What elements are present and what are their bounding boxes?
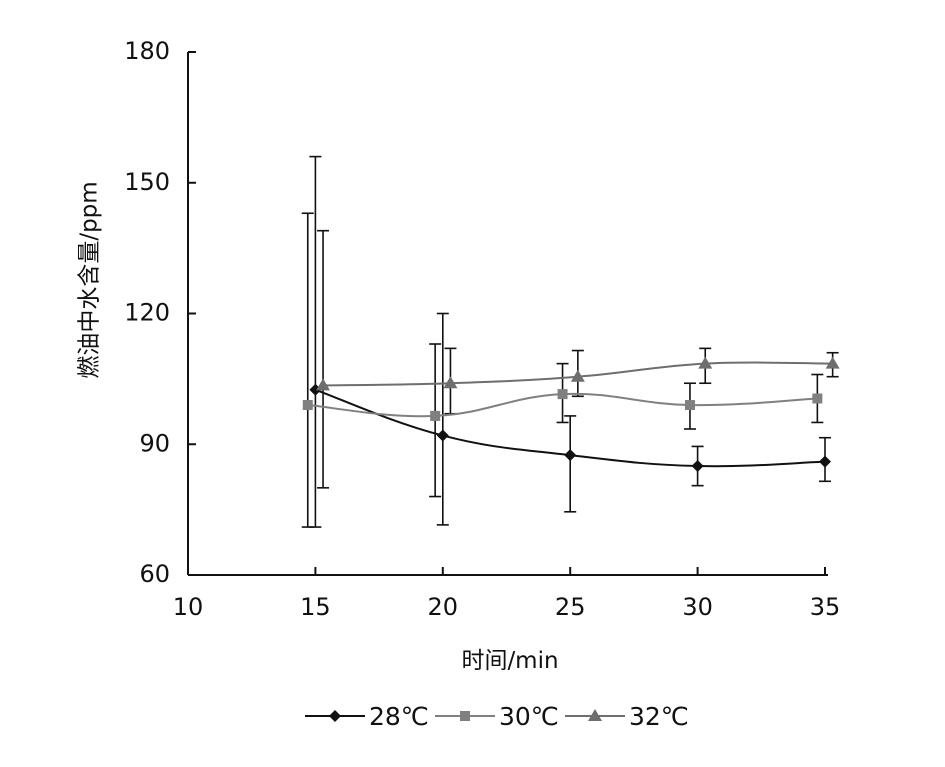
data-point-30C xyxy=(684,400,695,411)
data-point-30C xyxy=(557,389,568,400)
x-axis-label: 时间/min xyxy=(461,648,558,674)
x-tick-label: 20 xyxy=(428,593,459,621)
data-point-28C xyxy=(564,449,577,462)
data-point-32C xyxy=(825,356,840,369)
x-tick-label: 10 xyxy=(173,593,204,621)
y-axis-label: 燃油中水含量/ppm xyxy=(77,181,103,378)
error-bars xyxy=(301,155,839,528)
data-point-28C xyxy=(691,460,704,473)
x-tick-label: 25 xyxy=(555,593,586,621)
legend-label-32C: 32℃ xyxy=(629,702,689,731)
data-point-32C xyxy=(698,356,713,369)
y-tick-label: 150 xyxy=(124,168,170,196)
legend-label-28C: 28℃ xyxy=(369,702,429,731)
series-markers xyxy=(302,356,840,473)
y-tick-label: 120 xyxy=(124,299,170,327)
data-point-32C xyxy=(316,378,331,391)
data-point-30C xyxy=(302,400,313,411)
x-tick-label: 15 xyxy=(300,593,331,621)
x-tick-label: 35 xyxy=(810,593,841,621)
data-point-30C xyxy=(812,393,823,404)
data-point-32C xyxy=(570,369,585,382)
x-tick-label: 30 xyxy=(682,593,713,621)
y-tick-label: 90 xyxy=(139,429,170,457)
y-tick-label: 60 xyxy=(139,560,170,588)
axes: 60 90 120 150 180 10 15 20 25 30 35 xyxy=(124,37,840,621)
legend: 28℃ 30℃ 32℃ xyxy=(305,702,689,731)
data-point-28C xyxy=(819,455,831,468)
legend-marker-32C xyxy=(588,709,602,721)
data-point-28C xyxy=(436,429,449,442)
legend-marker-28C xyxy=(329,710,341,722)
data-point-32C xyxy=(443,376,458,389)
data-point-30C xyxy=(430,410,441,421)
y-tick-label: 180 xyxy=(124,37,170,65)
legend-label-30C: 30℃ xyxy=(499,702,559,731)
legend-marker-30C xyxy=(460,711,470,721)
